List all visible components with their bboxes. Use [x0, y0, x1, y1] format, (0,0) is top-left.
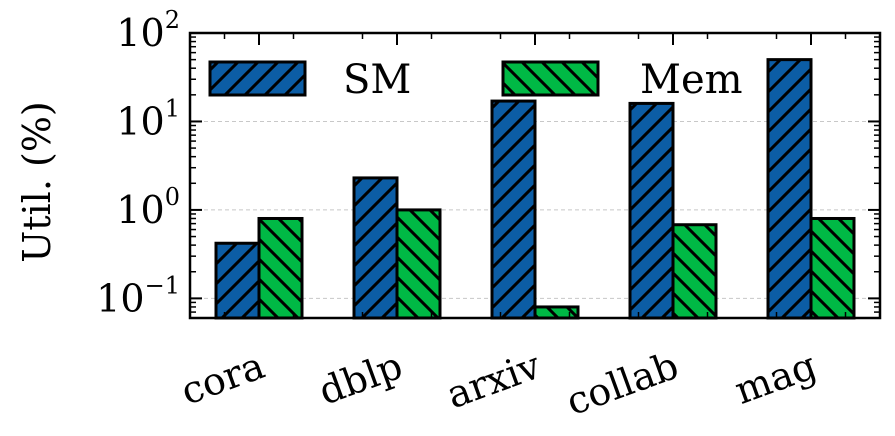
legend-label-sm: SM	[343, 57, 411, 103]
x-tick-label-cora: cora	[175, 343, 270, 413]
x-tick-label-dblp: dblp	[313, 343, 408, 413]
bar-sm-cora	[214, 241, 261, 320]
bar-mem-arxiv	[533, 305, 580, 320]
bar-mem-cora	[257, 216, 304, 320]
x-tick-label-arxiv: arxiv	[441, 343, 547, 417]
bar-sm-collab	[628, 101, 675, 320]
legend-swatch-mem	[501, 60, 600, 97]
y-tick-label: 102	[116, 6, 180, 55]
legend-swatch-sm	[208, 60, 307, 97]
y-tick-label: 101	[116, 94, 180, 143]
bar-mem-dblp	[395, 208, 442, 320]
x-tick-label-collab: collab	[561, 343, 685, 424]
y-tick-label: 100	[116, 183, 180, 232]
bar-sm-dblp	[352, 176, 399, 320]
bar-sm-mag	[766, 58, 813, 320]
y-tick-label: 10−1	[96, 271, 180, 320]
bar-mem-collab	[671, 223, 718, 320]
y-axis-title: Util. (%)	[15, 101, 59, 263]
bars	[214, 58, 856, 320]
legend-label-mem: Mem	[640, 57, 743, 103]
x-tick-label-mag: mag	[729, 343, 822, 413]
bar-sm-arxiv	[490, 99, 537, 320]
bar-mem-mag	[809, 216, 856, 320]
legend: SM Mem	[208, 57, 743, 103]
